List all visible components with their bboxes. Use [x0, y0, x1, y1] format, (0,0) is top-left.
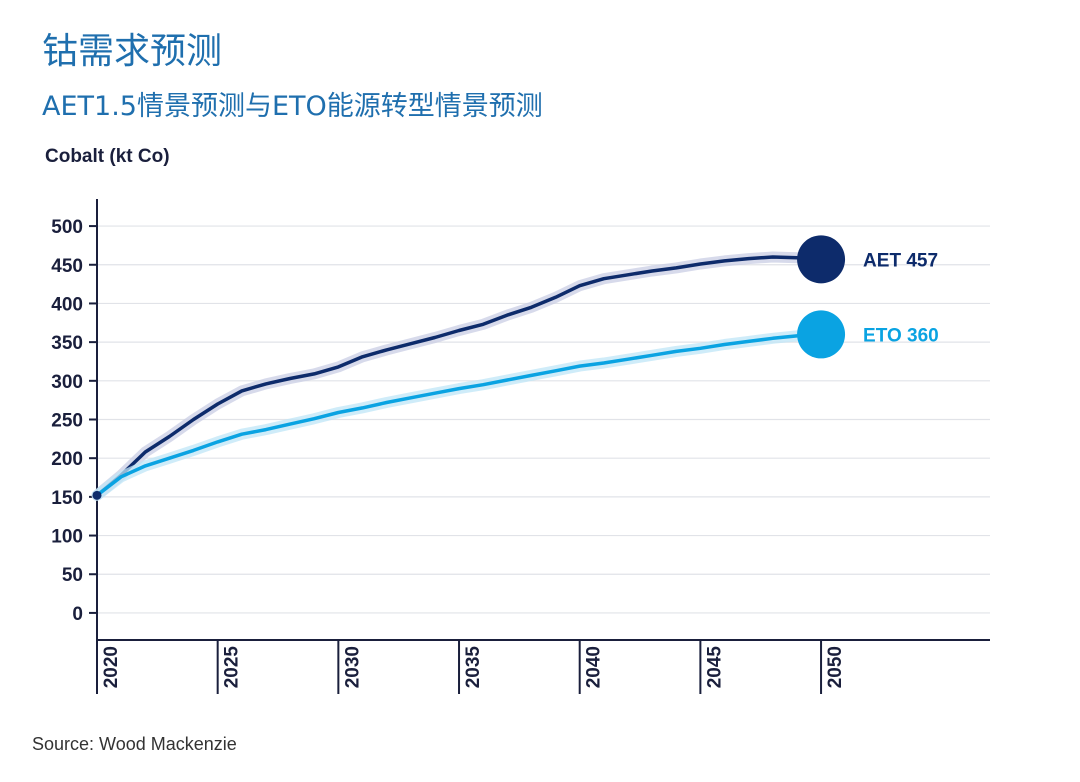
x-tick-label-2050: 2050 — [825, 646, 846, 688]
y-tick-label-150: 150 — [51, 488, 83, 509]
x-tick-label-2030: 2030 — [342, 646, 363, 688]
series-line-aet — [95, 255, 799, 498]
y-tick-label-50: 50 — [62, 565, 83, 586]
chart-title: 钴需求预测 — [42, 31, 223, 72]
y-tick-label-300: 300 — [51, 372, 83, 393]
y-tick-label-100: 100 — [51, 527, 83, 548]
end-label-eto: ETO 360 — [863, 325, 939, 346]
x-tick-label-2035: 2035 — [463, 646, 484, 689]
series-lines — [91, 251, 803, 501]
y-axis-label: Cobalt (kt Co) — [45, 146, 170, 167]
end-marker-aet — [797, 235, 846, 284]
end-markers: AET 457 ETO 360 — [92, 235, 939, 500]
end-label-aet: AET 457 — [863, 250, 938, 271]
y-tick-label-0: 0 — [72, 604, 83, 625]
y-tick-label-250: 250 — [51, 411, 83, 432]
x-tick-label-2040: 2040 — [584, 646, 605, 688]
source-note: Source: Wood Mackenzie — [32, 734, 237, 754]
end-marker-eto — [797, 310, 846, 359]
chart-subtitle: AET1.5情景预测与ETO能源转型情景预测 — [42, 91, 543, 122]
x-tick-label-2025: 2025 — [222, 646, 243, 689]
y-tick-label-450: 450 — [51, 256, 83, 277]
x-tick-label-2020: 2020 — [101, 646, 122, 688]
series-halo-aet — [91, 251, 803, 501]
series-line-eto — [95, 334, 799, 498]
axes: 0 50 100 150 200 250 300 350 400 450 500 2020 2025 20… — [51, 199, 990, 694]
gridlines — [97, 225, 990, 614]
x-tick-label-2045: 2045 — [704, 646, 725, 689]
series-start-point — [92, 490, 102, 500]
y-tick-label-200: 200 — [51, 449, 83, 470]
y-tick-label-350: 350 — [51, 333, 83, 354]
y-tick-label-400: 400 — [51, 294, 83, 315]
y-tick-label-500: 500 — [51, 217, 83, 238]
